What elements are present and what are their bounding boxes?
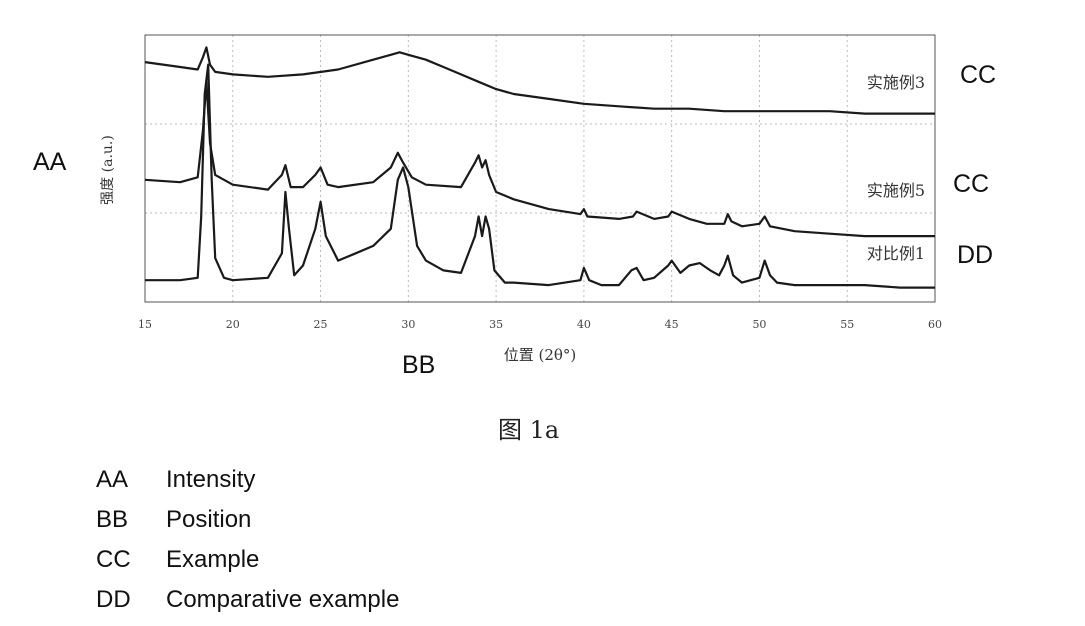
series-line-1 <box>145 47 935 113</box>
y-axis-label: 强度 (a.u.) <box>100 135 116 205</box>
chart-grid <box>145 35 935 302</box>
legend-value: Position <box>166 506 251 534</box>
legend-row: CC Example <box>96 546 399 586</box>
legend-list: AA Intensity BB Position CC Example DD C… <box>96 466 399 626</box>
label-aa: AA <box>33 150 66 175</box>
x-tick-label: 20 <box>226 318 240 331</box>
x-tick-label: 30 <box>401 318 415 331</box>
x-tick-label: 60 <box>928 318 942 331</box>
legend-key: CC <box>96 546 166 574</box>
series-annotation-3: 对比例1 <box>867 244 925 263</box>
x-tick-label: 15 <box>138 318 152 331</box>
figure-caption: 图 1a <box>498 410 559 445</box>
xrd-chart: 15202530354045505560 位置 (2θ°) 强度 (a.u.) … <box>0 0 1085 400</box>
chart-series <box>145 47 935 287</box>
legend-row: AA Intensity <box>96 466 399 506</box>
label-dd: DD <box>957 243 993 268</box>
x-axis-label: 位置 (2θ°) <box>504 346 577 364</box>
x-tick-label: 45 <box>665 318 679 331</box>
x-tick-label: 25 <box>314 318 328 331</box>
plot-area-frame <box>145 35 935 302</box>
series-annotation-2: 实施例5 <box>867 181 925 200</box>
legend-key: AA <box>96 466 166 494</box>
legend-value: Intensity <box>166 466 255 494</box>
legend-value: Example <box>166 546 259 574</box>
label-cc-top: CC <box>960 63 996 88</box>
label-bb: BB <box>402 353 435 378</box>
x-tick-label: 55 <box>840 318 854 331</box>
x-tick-label: 35 <box>489 318 503 331</box>
series-annotation-1: 实施例3 <box>867 73 925 92</box>
x-tick-label: 50 <box>752 318 766 331</box>
label-cc-mid: CC <box>953 172 989 197</box>
legend-row: DD Comparative example <box>96 586 399 626</box>
legend-key: DD <box>96 586 166 614</box>
legend-key: BB <box>96 506 166 534</box>
x-tick-labels: 15 20 25 30 35 40 45 50 55 60 <box>138 318 942 331</box>
legend-row: BB Position <box>96 506 399 546</box>
legend-value: Comparative example <box>166 586 399 614</box>
x-tick-label: 40 <box>577 318 591 331</box>
